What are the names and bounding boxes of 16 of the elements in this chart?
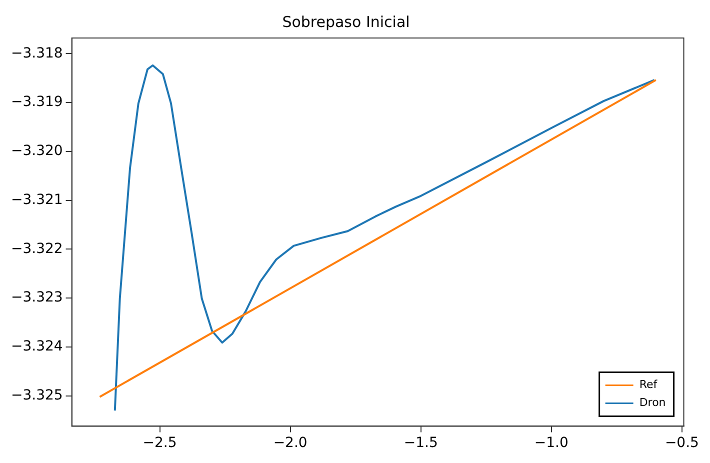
y-tick-label: −3.323 bbox=[10, 290, 63, 306]
chart-title: Sobrepaso Inicial bbox=[282, 12, 410, 31]
x-tick-label: −2.0 bbox=[273, 435, 308, 452]
x-tick-label: −2.5 bbox=[142, 435, 177, 452]
y-tick-label: −3.320 bbox=[10, 143, 63, 160]
y-tick-label: −3.319 bbox=[10, 94, 63, 110]
y-tick-label: −3.321 bbox=[10, 192, 63, 208]
y-tick-label: −3.325 bbox=[10, 388, 63, 404]
y-tick-label: −3.318 bbox=[10, 45, 63, 62]
legend-label: Ref bbox=[639, 378, 658, 392]
y-tick-label: −3.322 bbox=[10, 240, 63, 257]
legend-label: Dron bbox=[639, 396, 666, 410]
x-tick-label: −1.5 bbox=[404, 435, 438, 452]
y-tick-label: −3.324 bbox=[10, 338, 63, 355]
x-tick-label: −0.5 bbox=[664, 435, 699, 452]
x-tick-label: −1.0 bbox=[534, 435, 568, 452]
